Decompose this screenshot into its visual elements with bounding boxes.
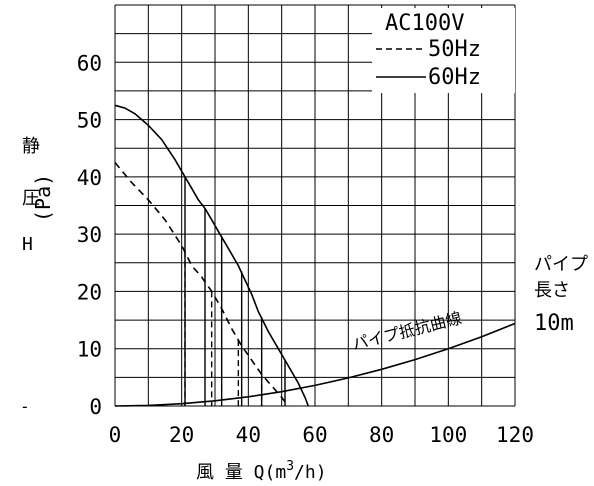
- y-tick-label: 10: [77, 338, 102, 362]
- y-tick-label: 30: [77, 223, 102, 247]
- x-tick-label: 40: [236, 423, 261, 447]
- x-tick-label: 60: [302, 423, 327, 447]
- x-tick-label: 100: [429, 423, 467, 447]
- y-label-char-2: 圧: [22, 188, 40, 209]
- pipe-label-line1: パイプ: [534, 254, 588, 275]
- y-axis-dash: -: [20, 397, 30, 416]
- y-label-char-1: 静: [22, 136, 40, 157]
- x-label-suffix: /h): [294, 462, 327, 483]
- x-label-prefix: 風 量 Q(m: [196, 462, 286, 483]
- legend: AC100V 50Hz 60Hz: [372, 8, 515, 93]
- drop-lines: [184, 176, 286, 406]
- y-label-char-3: H: [22, 234, 33, 255]
- pipe-length-label: 10m: [534, 311, 574, 336]
- chart-title: AC100V: [385, 11, 464, 36]
- y-label-unit: (Pa): [31, 174, 55, 222]
- curves: [114, 104, 516, 407]
- legend-label-50hz: 50Hz: [428, 37, 481, 62]
- x-tick-label: 20: [169, 423, 194, 447]
- pipe-curve-label: パイプ抵抗曲線: [350, 308, 463, 354]
- x-axis-label: 風 量 Q(m3/h): [196, 459, 327, 483]
- y-tick-label: 50: [77, 109, 102, 133]
- pipe-label-line2: 長さ: [534, 280, 570, 301]
- series-line-1: [114, 161, 289, 407]
- series-line-0: [114, 104, 310, 407]
- x-tick-label: 120: [496, 423, 534, 447]
- x-label-sup: 3: [286, 459, 294, 474]
- tick-labels: 0 20 40 60 80 100 120 0 10 20 30 40 50 60: [77, 51, 534, 447]
- legend-label-60hz: 60Hz: [428, 65, 481, 90]
- y-tick-label: 0: [89, 395, 102, 419]
- y-tick-label: 40: [77, 166, 102, 190]
- series-line-2: [114, 322, 516, 407]
- y-tick-label: 60: [77, 51, 102, 75]
- x-tick-label: 80: [369, 423, 394, 447]
- x-tick-label: 0: [109, 423, 122, 447]
- y-tick-label: 20: [77, 280, 102, 304]
